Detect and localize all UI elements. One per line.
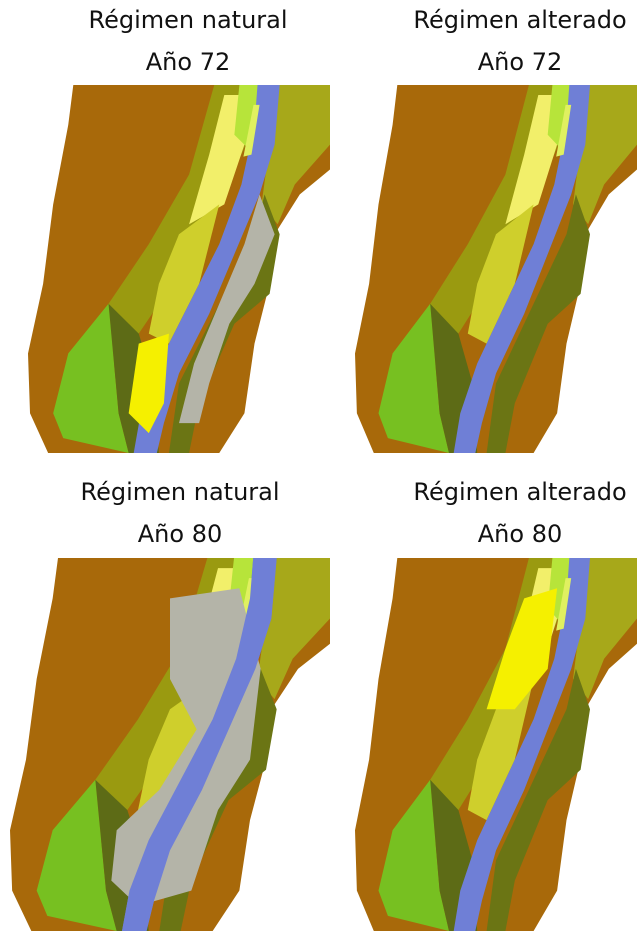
map [10,558,330,931]
panel-title: Régimen natural [30,472,330,512]
map [28,85,330,453]
panel-year: Año 80 [370,514,637,554]
map [355,85,637,453]
page: Régimen natural Año 72 Régimen alterado … [0,0,637,931]
panel-year: Año 72 [38,42,338,82]
panel-title: Régimen natural [38,0,338,40]
panel-year: Año 72 [370,42,637,82]
map [355,558,637,931]
panel-title: Régimen alterado [370,472,637,512]
panel-title: Régimen alterado [370,0,637,40]
panel-year: Año 80 [30,514,330,554]
